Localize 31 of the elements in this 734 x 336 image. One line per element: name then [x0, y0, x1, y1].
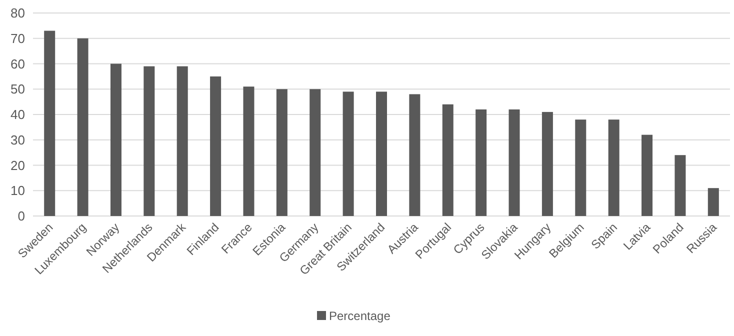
y-tick-label: 0	[18, 208, 25, 224]
bar	[376, 92, 387, 216]
bar	[176, 66, 188, 216]
bar	[442, 104, 454, 216]
y-tick-label: 70	[10, 30, 25, 46]
bar	[476, 109, 487, 216]
bar	[508, 109, 520, 216]
bar	[144, 66, 155, 216]
bar	[243, 86, 254, 216]
bar	[77, 38, 88, 216]
bar	[708, 188, 719, 216]
bar	[110, 64, 122, 216]
bar	[542, 112, 553, 216]
bar	[642, 134, 653, 216]
y-tick-label: 40	[10, 107, 25, 122]
bar	[409, 94, 420, 216]
bar	[608, 120, 620, 216]
bar	[276, 89, 288, 216]
y-tick-label: 20	[10, 158, 25, 173]
bar	[674, 155, 686, 216]
legend-label: Percentage	[329, 309, 391, 323]
y-tick-label: 30	[10, 132, 25, 148]
bar	[575, 120, 586, 216]
bar	[44, 30, 56, 216]
y-tick-label: 80	[10, 6, 25, 21]
bar	[310, 89, 321, 216]
bar	[210, 76, 222, 216]
y-tick-label: 60	[10, 56, 25, 72]
bar	[342, 92, 354, 216]
y-tick-label: 10	[10, 183, 25, 198]
y-tick-label: 50	[10, 82, 25, 97]
